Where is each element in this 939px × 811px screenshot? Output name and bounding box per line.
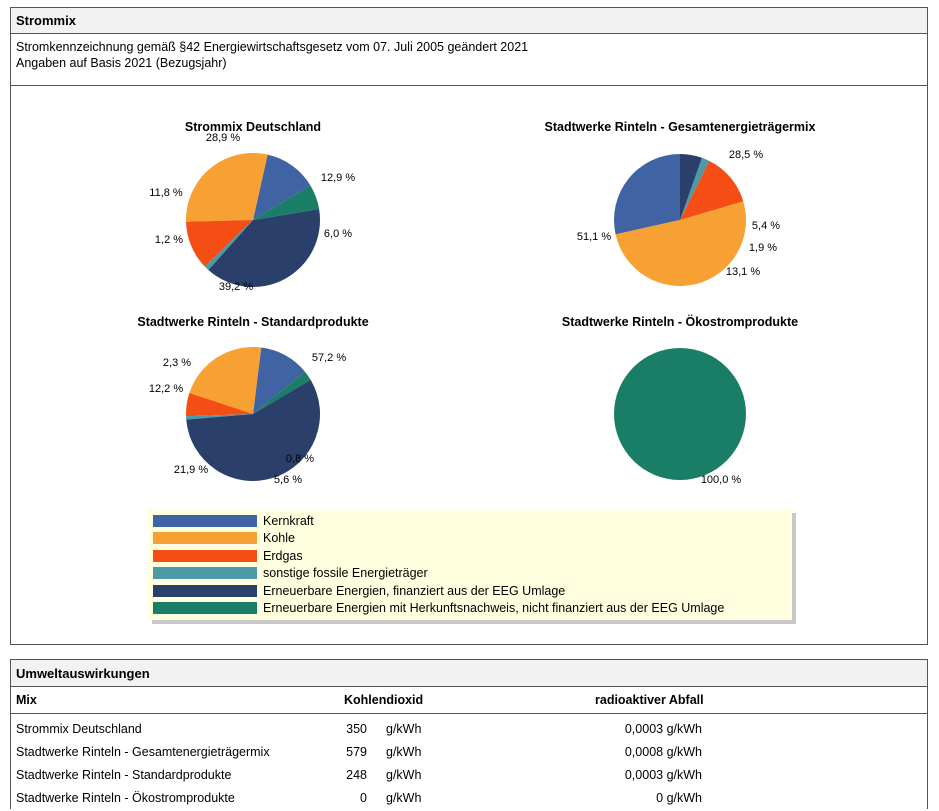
pie-data-label: 28,9 % — [206, 132, 240, 144]
pie-data-label: 2,3 % — [163, 357, 191, 369]
pie-data-label: 57,2 % — [312, 352, 346, 364]
strommix-subtitle: Stromkennzeichnung gemäß §42 Energiewirt… — [11, 34, 927, 86]
pie-slice — [253, 347, 306, 414]
pie-chart-title: Stadtwerke Rinteln - Gesamtenergieträger… — [545, 120, 816, 134]
pie-data-label: 1,2 % — [155, 234, 183, 246]
cell-co2-unit: g/kWh — [386, 744, 422, 759]
cell-mix: Stadtwerke Rinteln - Standardprodukte — [16, 767, 232, 782]
pie-slice — [613, 153, 680, 235]
umwelt-table-body: Strommix Deutschland 350 g/kWh 0,0003 g/… — [11, 714, 927, 809]
legend-label: Erneuerbare Energien mit Herkunftsnachwe… — [263, 601, 725, 616]
legend-item: Erneuerbare Energien, finanziert aus der… — [153, 582, 792, 600]
strommix-subtitle-line1: Stromkennzeichnung gemäß §42 Energiewirt… — [16, 40, 529, 54]
legend-item: sonstige fossile Energieträger — [153, 565, 792, 583]
pie-charts-area: Strommix Deutschland 12,9 % 28,9 % 11,8 % 1,… — [137, 120, 816, 486]
legend-swatch — [153, 602, 257, 615]
legend: Kernkraft Kohle Erdgas sonstige fossile Ene… — [148, 509, 792, 620]
strommix-subtitle-line2: Angaben auf Basis 2021 (Bezugsjahr) — [16, 56, 227, 70]
header-mix: Mix — [16, 693, 37, 707]
legend-swatch — [153, 549, 257, 562]
pie-slice — [186, 379, 321, 482]
table-row: Stadtwerke Rinteln - Standardprodukte 24… — [11, 763, 927, 786]
pie-data-label: 6,0 % — [324, 228, 352, 240]
cell-co2: 0 — [360, 790, 367, 805]
cell-waste: 0,0003 g/kWh — [624, 767, 702, 782]
pie-data-label: 28,5 % — [729, 149, 763, 161]
pie-slice — [204, 220, 253, 271]
pie-slice — [680, 154, 702, 220]
pie-slice — [186, 220, 253, 267]
pie-data-label: 21,9 % — [174, 464, 208, 476]
pie-slice — [208, 209, 320, 287]
pie-data-label: 1,9 % — [749, 242, 777, 254]
table-row: Strommix Deutschland 350 g/kWh 0,0003 g/… — [11, 717, 927, 740]
legend-label: sonstige fossile Energieträger — [263, 566, 428, 581]
cell-waste: 0,0003 g/kWh — [624, 721, 702, 736]
pie-data-label: 100,0 % — [701, 474, 742, 486]
legend-item: Kernkraft — [153, 512, 792, 530]
umwelt-panel: Umweltauswirkungen Mix Kohlendioxid radi… — [10, 659, 928, 809]
pie-data-label: 0,8 % — [286, 453, 314, 465]
strommix-title: Strommix — [11, 8, 927, 34]
pie-chart: Stadtwerke Rinteln - Gesamtenergieträger… — [545, 120, 816, 286]
pie-slice — [253, 154, 311, 220]
strommix-panel: Strommix Stromkennzeichnung gemäß §42 En… — [10, 7, 928, 645]
legend-label: Erneuerbare Energien, finanziert aus der… — [263, 583, 566, 598]
pie-chart: Stadtwerke Rinteln - Standardprodukte 12,… — [137, 315, 368, 486]
pie-chart-title: Stadtwerke Rinteln - Ökostromprodukte — [562, 314, 798, 329]
umwelt-title: Umweltauswirkungen — [11, 660, 927, 687]
pie-data-label: 13,1 % — [726, 266, 760, 278]
cell-co2: 579 — [346, 744, 367, 759]
table-row: Stadtwerke Rinteln - Ökostromprodukte 0 … — [11, 786, 927, 809]
legend-item: Erdgas — [153, 547, 792, 565]
cell-mix: Stadtwerke Rinteln - Ökostromprodukte — [16, 790, 235, 805]
cell-mix: Stadtwerke Rinteln - Gesamtenergieträger… — [16, 744, 270, 759]
legend-label: Kohle — [263, 531, 295, 546]
legend-label: Kernkraft — [263, 513, 314, 528]
pie-chart: Strommix Deutschland 12,9 % 28,9 % 11,8 % 1,… — [149, 120, 355, 293]
pie-slice — [186, 393, 253, 417]
pie-data-label: 5,6 % — [274, 474, 302, 486]
pie-slice — [186, 414, 253, 420]
pie-data-label: 11,8 % — [149, 187, 183, 199]
cell-co2: 248 — [346, 767, 367, 782]
legend-swatch — [153, 514, 257, 527]
pie-slice — [680, 157, 710, 220]
legend-item: Kohle — [153, 530, 792, 548]
pie-data-label: 12,2 % — [149, 383, 183, 395]
pie-slice — [253, 371, 311, 414]
pie-data-label: 5,4 % — [752, 220, 780, 232]
cell-waste: 0,0008 g/kWh — [624, 744, 702, 759]
cell-mix: Strommix Deutschland — [16, 721, 142, 736]
cell-co2-unit: g/kWh — [386, 721, 422, 736]
header-co2: Kohlendioxid — [344, 693, 424, 707]
umwelt-table-header: Mix Kohlendioxid radioaktiver Abfall — [11, 687, 927, 714]
legend-swatch — [153, 567, 257, 580]
legend-swatch — [153, 532, 257, 545]
pie-chart: Stadtwerke Rinteln - Ökostromprodukte 100… — [562, 314, 798, 486]
table-row: Stadtwerke Rinteln - Gesamtenergieträger… — [11, 740, 927, 763]
pie-data-label: 39,2 % — [219, 281, 253, 293]
pie-slice — [614, 348, 746, 480]
cell-co2-unit: g/kWh — [386, 790, 422, 805]
pie-data-label: 51,1 % — [577, 231, 611, 243]
pie-slice — [680, 160, 744, 220]
cell-waste: 0 g/kWh — [656, 790, 702, 805]
pie-slice — [615, 201, 746, 286]
header-waste: radioaktiver Abfall — [595, 693, 704, 707]
cell-co2-unit: g/kWh — [386, 767, 422, 782]
pie-chart-title: Stadtwerke Rinteln - Standardprodukte — [137, 315, 368, 329]
legend-swatch — [153, 584, 257, 597]
pie-chart-title: Strommix Deutschland — [185, 120, 321, 134]
pie-slice — [186, 153, 268, 222]
legend-item: Erneuerbare Energien mit Herkunftsnachwe… — [153, 600, 792, 618]
pie-slice — [253, 185, 320, 220]
pie-slice — [189, 347, 262, 414]
cell-co2: 350 — [346, 721, 367, 736]
pie-data-label: 12,9 % — [321, 172, 355, 184]
legend-label: Erdgas — [263, 548, 303, 563]
